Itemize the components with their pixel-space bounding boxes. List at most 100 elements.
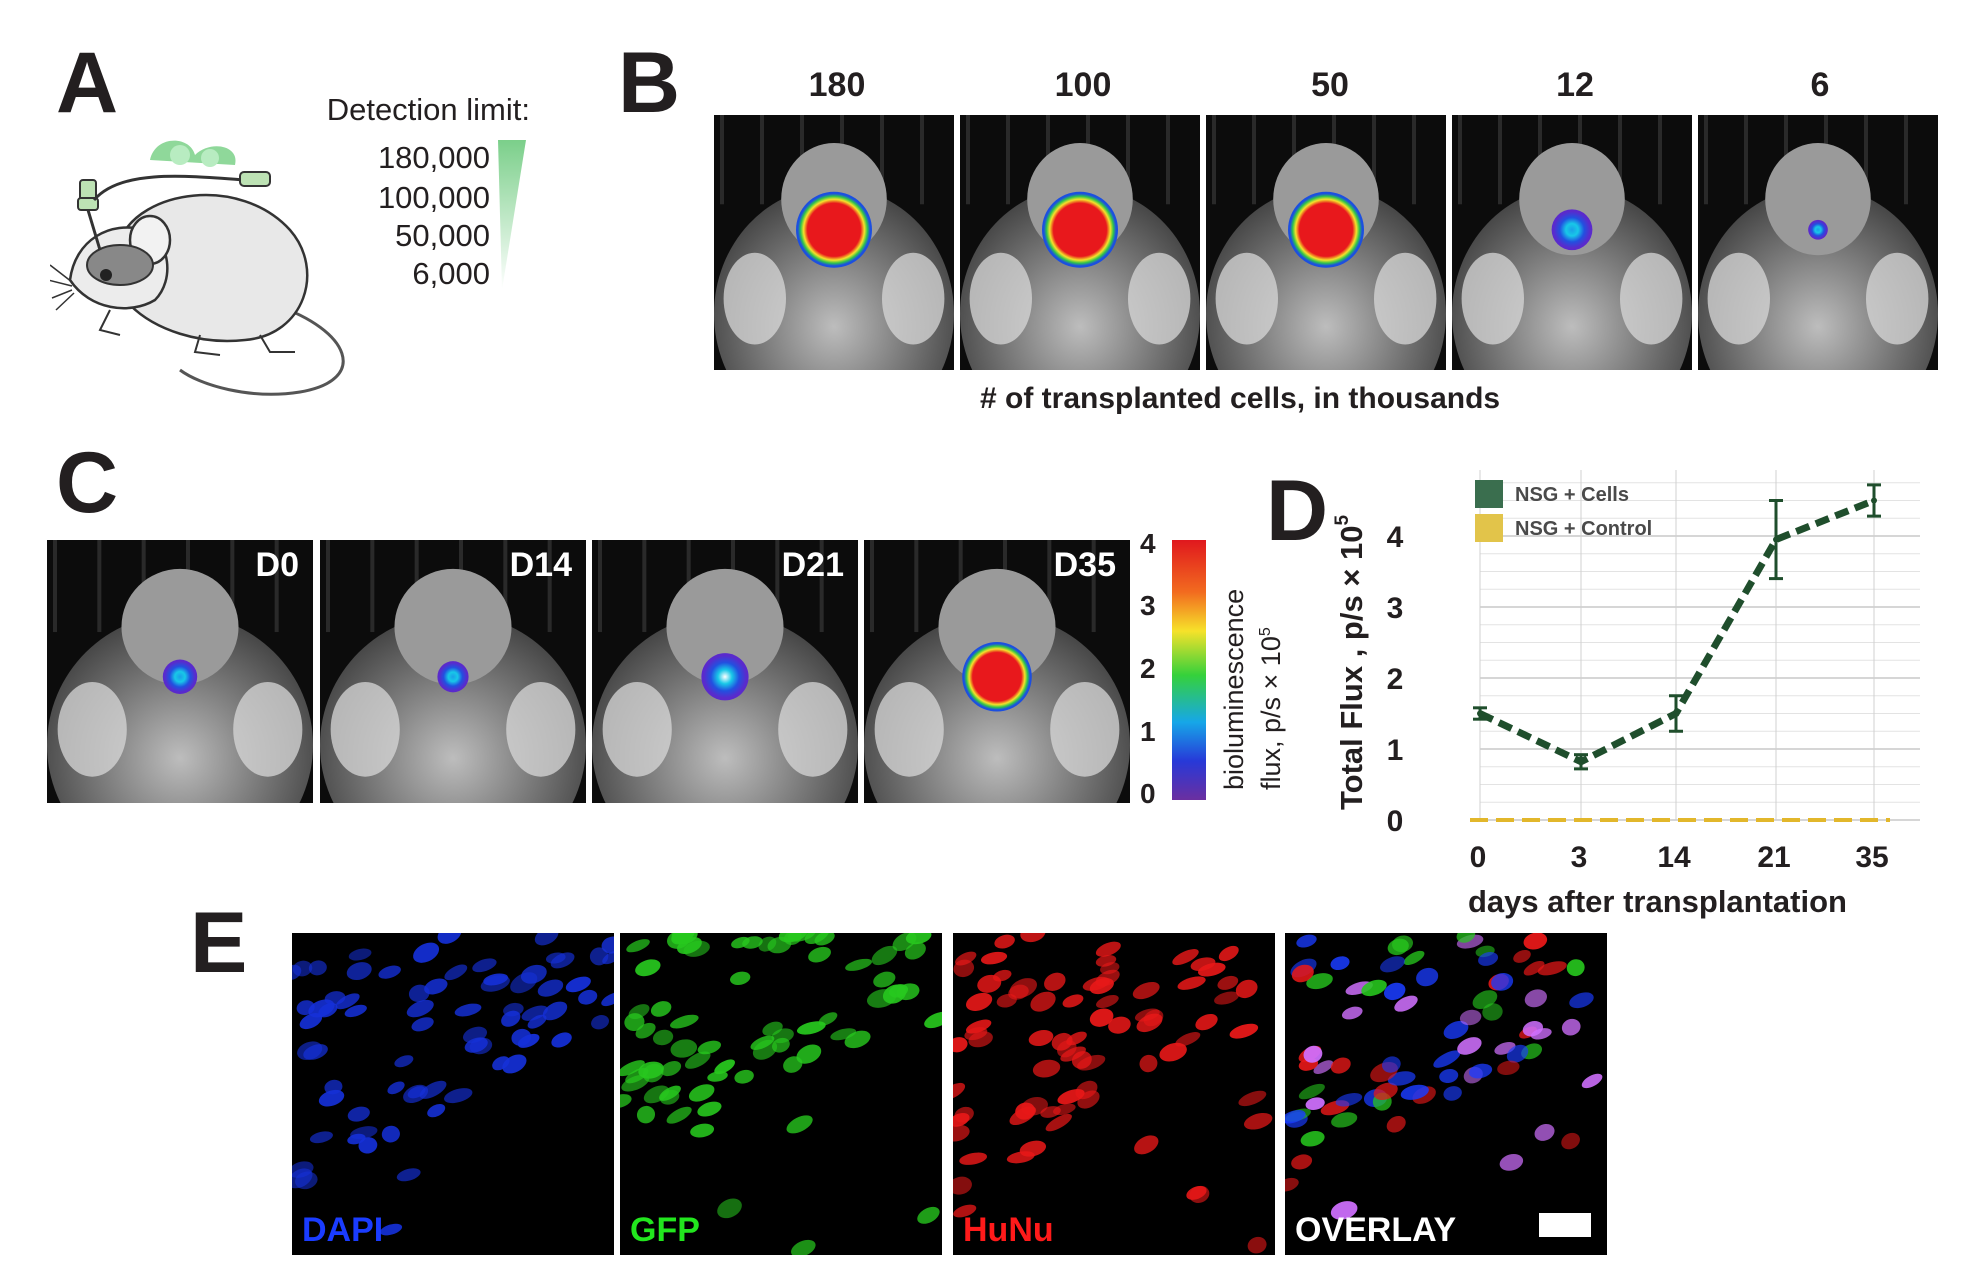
colorbar-tick: 3 xyxy=(1140,590,1156,621)
cell-nucleus xyxy=(427,1103,446,1118)
legend-swatch xyxy=(1475,480,1503,508)
background-stripe xyxy=(1126,115,1130,205)
cell-nucleus xyxy=(697,1101,722,1117)
cell-nucleus xyxy=(1403,950,1425,966)
panel-c-letter: C xyxy=(56,435,119,531)
cell-nucleus xyxy=(1238,1090,1267,1107)
mouse-shoulder xyxy=(330,682,400,777)
x-axis-label: days after transplantation xyxy=(1468,884,1847,919)
cell-count-label: 50 xyxy=(1311,66,1349,104)
background-stripe xyxy=(966,115,970,205)
cell-nucleus xyxy=(1394,995,1418,1012)
cell-nucleus xyxy=(1172,949,1199,966)
background-stripe xyxy=(720,115,724,205)
cell-nucleus xyxy=(308,960,327,976)
x-tick-label: 35 xyxy=(1855,841,1888,874)
background-stripe xyxy=(1006,115,1010,205)
cell-nucleus xyxy=(1331,1112,1358,1128)
mouse-body-svg xyxy=(1698,115,1938,370)
background-stripe xyxy=(1091,540,1096,633)
cell-nucleus xyxy=(403,1084,429,1104)
background-stripe xyxy=(503,540,508,633)
cell-nucleus xyxy=(1416,967,1439,987)
cell-nucleus xyxy=(1089,1008,1114,1027)
mouse-shoulder xyxy=(778,682,848,777)
cell-nucleus xyxy=(454,1003,482,1017)
cell-nucleus xyxy=(621,1074,650,1092)
cell-nucleus xyxy=(578,989,598,1005)
cell-nucleus xyxy=(408,984,430,1003)
cell-nucleus xyxy=(1383,982,1406,1001)
data-point xyxy=(1477,710,1483,717)
cell-nucleus xyxy=(620,1094,632,1108)
cell-nucleus xyxy=(444,1088,473,1104)
cell-nucleus xyxy=(1285,1110,1306,1124)
background-stripe xyxy=(1618,115,1622,205)
channel-label: HuNu xyxy=(963,1211,1054,1249)
cell-nucleus xyxy=(318,1003,338,1018)
y-axis-label-exponent: 5 xyxy=(1332,514,1353,525)
cell-nucleus xyxy=(965,992,993,1011)
cell-nucleus xyxy=(1062,994,1084,1008)
background-stripe xyxy=(880,115,884,205)
cell-nucleus xyxy=(628,1004,650,1020)
mouse-head xyxy=(394,568,512,685)
cell-nucleus xyxy=(542,1001,568,1021)
cell-nucleus xyxy=(1303,1045,1323,1063)
cell-nucleus xyxy=(742,936,763,949)
colorbar-tick: 1 xyxy=(1140,716,1156,747)
panel-e-letter: E xyxy=(190,895,248,991)
mouse-body-svg xyxy=(1452,115,1692,370)
background-stripe xyxy=(1412,115,1416,205)
mouse-head xyxy=(666,568,784,685)
mouse-head xyxy=(938,568,1056,685)
background-stripe xyxy=(760,115,764,205)
colorbar-label: bioluminescence flux, p/s × 105 xyxy=(1218,530,1287,790)
day-label: D0 xyxy=(255,546,299,584)
cell-nucleus xyxy=(1134,1008,1160,1022)
cell-nucleus xyxy=(787,933,816,942)
cell-nucleus xyxy=(642,1063,664,1083)
cell-nucleus xyxy=(1285,1177,1299,1192)
background-stripe xyxy=(1047,540,1052,633)
cell-nucleus xyxy=(1386,1115,1406,1133)
mouse-shoulder xyxy=(1128,252,1191,345)
background-stripe xyxy=(1658,115,1662,205)
cell-nucleus xyxy=(1032,1059,1061,1078)
timepoint-image-d14: D14 xyxy=(320,540,586,803)
detection-gradient-wedge xyxy=(498,140,526,290)
cell-nucleus xyxy=(521,1005,548,1021)
mouse-shoulder xyxy=(506,682,576,777)
cell-nucleus xyxy=(791,1239,816,1255)
cell-nucleus xyxy=(480,975,510,992)
cell-nucleus xyxy=(818,1012,838,1026)
cell-nucleus xyxy=(1361,979,1387,997)
cell-nucleus xyxy=(292,964,302,980)
cell-nucleus xyxy=(1186,1185,1207,1200)
cell-nucleus xyxy=(1341,1006,1363,1020)
cell-count-label: 100 xyxy=(1054,66,1112,104)
mouse-body-svg xyxy=(320,540,586,803)
bioluminescence-signal xyxy=(1288,191,1364,268)
x-tick-label: 21 xyxy=(1757,841,1790,874)
cell-nucleus xyxy=(953,1037,968,1053)
cell-nucleus xyxy=(626,939,650,953)
cell-nucleus xyxy=(867,989,897,1008)
cell-nucleus xyxy=(424,978,448,995)
channel-label: OVERLAY xyxy=(1295,1211,1457,1249)
cell-nucleus xyxy=(767,936,792,954)
cell-nucleus xyxy=(1132,981,1160,1000)
cell-nucleus xyxy=(1243,1112,1273,1130)
cell-nucleus xyxy=(1523,960,1545,976)
cell-nucleus xyxy=(953,1082,966,1100)
cell-nucleus xyxy=(796,1021,826,1035)
cell-nucleus xyxy=(1443,1020,1469,1039)
micrograph-cells xyxy=(292,933,614,1236)
cell-nucleus xyxy=(734,1069,754,1084)
cell-nucleus xyxy=(1006,1151,1035,1164)
bioluminescence-signal xyxy=(1042,191,1118,268)
cell-nucleus xyxy=(1335,1093,1363,1107)
cell-nucleus xyxy=(953,1124,970,1142)
cell-nucleus xyxy=(1400,1084,1429,1100)
bioluminescence-signal xyxy=(1551,209,1593,251)
